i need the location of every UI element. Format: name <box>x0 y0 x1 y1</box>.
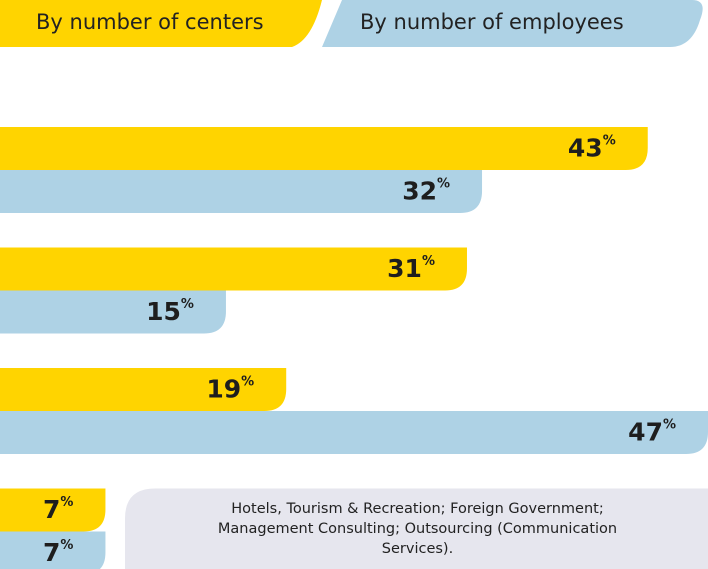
bar <box>0 170 483 213</box>
category-label: Hotels, Tourism & Recreation; Foreign Go… <box>217 500 618 557</box>
data-label-unit: % <box>422 254 435 269</box>
data-label-unit: % <box>181 297 194 312</box>
data-label: 19% <box>206 374 254 404</box>
legend-label: By number of centers <box>36 10 264 34</box>
bar <box>0 290 226 334</box>
data-label: 7% <box>43 495 73 525</box>
data-label-value: 47 <box>628 418 663 447</box>
data-label-value: 43 <box>568 134 603 163</box>
bar <box>0 531 106 569</box>
data-label: 7% <box>43 538 73 568</box>
data-label-unit: % <box>60 538 73 553</box>
bar <box>0 368 287 411</box>
legend-tab <box>322 0 703 47</box>
bar <box>0 488 106 532</box>
bar <box>0 247 467 291</box>
data-label: 15% <box>146 297 194 327</box>
data-label: 31% <box>387 254 435 284</box>
bar <box>0 127 648 170</box>
legend-tab <box>0 0 322 47</box>
data-label-value: 19 <box>206 375 241 404</box>
data-label-value: 15 <box>146 297 181 326</box>
data-label-value: 31 <box>387 254 422 283</box>
data-label-unit: % <box>60 495 73 510</box>
data-label-unit: % <box>603 133 616 148</box>
category-box <box>125 488 708 569</box>
data-label: 32% <box>402 176 450 206</box>
data-label-unit: % <box>663 417 676 432</box>
data-label: 43% <box>568 133 616 163</box>
data-label-value: 7 <box>43 495 60 524</box>
legend-label: By number of employees <box>360 10 624 34</box>
data-label-unit: % <box>437 176 450 191</box>
data-label-value: 32 <box>402 177 437 206</box>
data-label-unit: % <box>241 374 254 389</box>
bar <box>0 411 708 454</box>
data-label: 47% <box>628 417 676 447</box>
data-label-value: 7 <box>43 538 60 567</box>
